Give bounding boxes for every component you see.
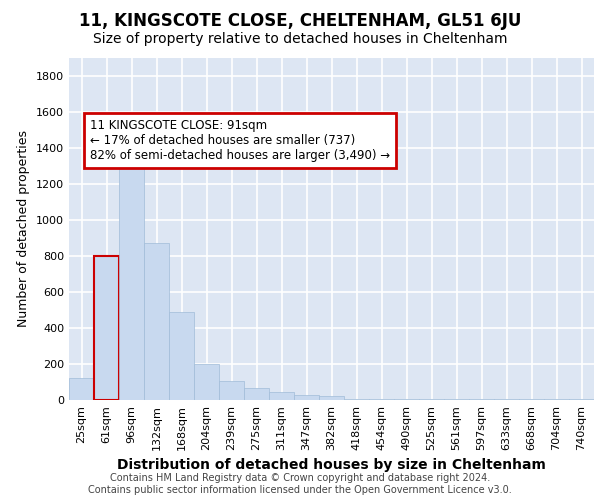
Bar [519,399,544,400]
Bar [469,399,494,400]
Text: Contains HM Land Registry data © Crown copyright and database right 2024.
Contai: Contains HM Land Registry data © Crown c… [88,474,512,495]
X-axis label: Distribution of detached houses by size in Cheltenham: Distribution of detached houses by size … [117,458,546,472]
Bar [269,392,294,400]
Bar [194,364,219,400]
Bar [319,396,344,400]
Bar [169,312,194,400]
Text: 11, KINGSCOTE CLOSE, CHELTENHAM, GL51 6JU: 11, KINGSCOTE CLOSE, CHELTENHAM, GL51 6J… [79,12,521,30]
Bar [294,394,319,400]
Bar [569,399,594,400]
Bar [244,388,269,400]
Bar [444,399,469,400]
Bar [119,132,144,400]
Bar [369,399,394,400]
Text: Size of property relative to detached houses in Cheltenham: Size of property relative to detached ho… [93,32,507,46]
Bar [544,399,569,400]
Bar [394,399,419,400]
Bar [69,378,94,400]
Text: 11 KINGSCOTE CLOSE: 91sqm
← 17% of detached houses are smaller (737)
82% of semi: 11 KINGSCOTE CLOSE: 91sqm ← 17% of detac… [90,119,390,162]
Bar [344,399,369,400]
Y-axis label: Number of detached properties: Number of detached properties [17,130,31,327]
Bar [144,243,169,400]
Bar [219,381,244,400]
Bar [419,399,444,400]
Bar [94,256,119,400]
Bar [494,399,519,400]
